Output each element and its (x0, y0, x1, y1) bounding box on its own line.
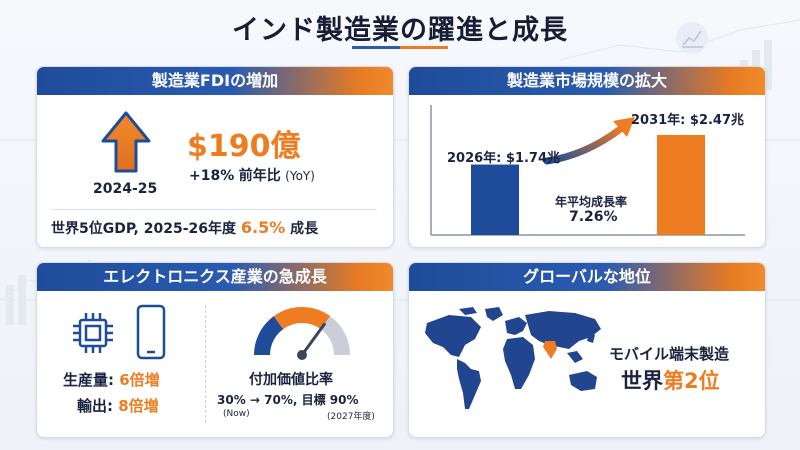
now-note: (Now) (223, 409, 250, 419)
bar-2026-label: 2026年: $1.74兆 (447, 151, 561, 166)
gauge-line: 30% → 70%, 目標 90% (217, 393, 359, 407)
gauge-segment-mid (273, 307, 331, 330)
gauge-title: 付加価値比率 (249, 372, 333, 388)
export-value: 8倍増 (118, 397, 159, 415)
fdi-growth: +18% 前年比 (YoY) (189, 165, 315, 185)
gdp-line: 世界5位GDP, 2025-26年度 6.5% 成長 (51, 218, 318, 238)
gauge-segment-low (254, 316, 284, 356)
bar-2031-label: 2031年: $2.47兆 (631, 113, 745, 128)
page-title: インド製造業の躍進と成長 (232, 15, 568, 46)
production-value: 6倍増 (119, 371, 160, 389)
cagr-value: 7.26% (569, 209, 618, 225)
bar-2031年 (657, 135, 705, 235)
chip-icon (73, 313, 113, 353)
up-arrow-icon (101, 111, 151, 173)
electronics-divider (205, 305, 207, 423)
title-underline (352, 46, 448, 49)
smartphone-icon (136, 304, 166, 360)
fdi-growth-label: 前年比 (238, 168, 281, 184)
global-line2-prefix: 世界 (621, 369, 663, 393)
electronics-card: エレクトロニクス産業の急成長 生産量: 6倍増 輸出: 8倍増 付加価値比率 3… (36, 262, 394, 438)
global-card-header: グローバルな地位 (409, 263, 765, 291)
cagr-label: 年平均成長率 (555, 195, 628, 209)
fdi-card-header: 製造業FDIの増加 (37, 67, 393, 95)
gauge-segment-high (320, 316, 350, 356)
market-card-header: 製造業市場規模の拡大 (409, 67, 765, 95)
export-label: 輸出: (77, 397, 113, 415)
growth-arrow-icon (543, 123, 627, 165)
fdi-growth-pct: +18% (189, 168, 235, 184)
fdi-growth-unit: (YoY) (285, 169, 315, 183)
global-rank: 第2位 (663, 369, 720, 393)
gauge-needle (300, 322, 326, 357)
india-highlight (543, 341, 557, 359)
electronics-card-header: エレクトロニクス産業の急成長 (37, 263, 393, 291)
gdp-suffix: 成長 (290, 221, 319, 237)
export-line: 輸出: 8倍増 (77, 395, 159, 416)
gdp-text: 世界5位GDP, 2025-26年度 (51, 221, 236, 237)
global-line2: 世界第2位 (621, 365, 720, 395)
fdi-card: 製造業FDIの増加 2024-25 $190億 +18% 前年比 (YoY) 世… (36, 66, 394, 248)
production-label: 生産量: (63, 371, 114, 389)
gauge-icon (254, 307, 350, 360)
growth-arrow-head (613, 117, 635, 137)
fdi-divider (51, 209, 377, 210)
fdi-period: 2024-25 (93, 181, 158, 197)
fdi-amount: $190億 (187, 129, 301, 164)
world-map-icon (425, 307, 601, 409)
target-note: (2027年度) (327, 412, 375, 422)
gdp-value: 6.5% (240, 218, 286, 237)
bar-2026年 (471, 164, 519, 235)
market-card: 製造業市場規模の拡大 2026年: $1.74兆 2031年: $2.47兆 年… (408, 66, 766, 248)
market-bar-chart (430, 105, 745, 236)
global-card: グローバルな地位 モバイル端末製造 世界第2位 (408, 262, 766, 438)
global-line1: モバイル端末製造 (609, 345, 730, 363)
production-line: 生産量: 6倍増 (63, 369, 160, 390)
gauge-hub (297, 350, 307, 360)
